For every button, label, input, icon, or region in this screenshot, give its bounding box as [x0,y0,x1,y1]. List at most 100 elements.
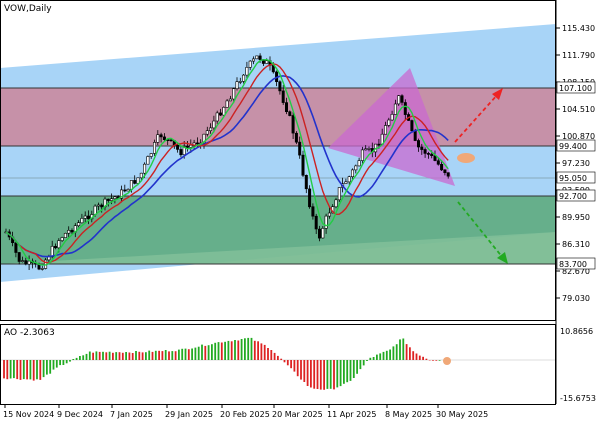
candle-body [232,88,236,100]
resistance-zone [0,88,556,146]
price-tick-label: 111.790 [562,51,595,60]
candle-body [281,90,285,103]
candle-body [80,218,84,224]
channel-overlap [0,232,556,264]
ma-mid-line [5,63,449,264]
candle-body [186,146,190,148]
candle-body [123,189,127,192]
candle-body [258,55,262,60]
candle-body [129,180,133,190]
price-tick-label: 100.870 [562,132,595,141]
candle-body [314,215,318,230]
time-tick-label: 8 May 2025 [385,410,432,419]
candle-body [416,140,420,148]
candle-body [110,198,114,201]
candle-body [139,172,143,179]
candle-body [364,148,368,151]
candle-body [288,111,292,116]
candle-body [350,169,354,177]
candle-body [311,206,315,217]
candle-body [242,74,246,82]
candle-body [255,55,259,60]
candle-body [413,130,417,141]
level-tag-label: 95.050 [559,174,587,183]
candle-body [383,125,387,135]
candle-body [430,153,434,157]
candle-body [357,160,361,167]
candle-body [324,215,328,229]
ao-panel-bg [0,324,556,404]
arrow-down [457,201,508,264]
candle-body [133,180,137,184]
candle-body [443,169,447,174]
candle-body [202,133,206,144]
ao-tick-label: -15.6753 [560,394,596,403]
candle-body [248,60,252,68]
ao-marker [443,357,451,365]
candle-body [271,65,275,73]
candle-body [397,95,401,105]
candle-body [83,215,87,219]
candle-body [195,142,199,145]
candle-body [321,228,325,239]
candle-body [278,81,282,92]
time-tick-label: 20 Mar 2025 [272,410,323,419]
ma-fast-line [5,58,449,266]
time-axis: 15 Nov 2024 9 Dec 2024 7 Jan 2025 29 Jan 20… [3,404,488,419]
ao-tick-label: 10.8656 [560,327,593,336]
price-tick-label: 79.030 [562,294,590,303]
candle-body [169,139,173,142]
candle-body [222,107,226,116]
price-tick-label: 104.510 [562,105,595,114]
candle-body [212,120,216,129]
candle-body [347,176,351,183]
candle-body [100,204,104,208]
candle-body [440,164,444,171]
candle-body [410,120,414,132]
price-tick-label: 89.950 [562,213,590,222]
candle-body [225,100,229,108]
time-tick-label: 11 Apr 2025 [327,410,376,419]
ao-histogram [3,337,441,390]
candle-body [60,237,64,241]
candle-body [423,149,427,154]
candle-body [334,199,338,208]
chart-title: VOW,Daily [4,4,52,14]
price-tick-label: 115.430 [562,24,595,33]
candle-body [436,160,440,165]
candle-body [327,212,331,217]
candle-body [126,189,130,192]
candle-body [182,146,186,155]
time-tick-label: 15 Nov 2024 [3,410,54,419]
candle-body [179,149,183,156]
candle-body [153,142,157,154]
candle-body [265,60,269,64]
time-tick-label: 20 Feb 2025 [220,410,270,419]
level-tag-label: 92.700 [559,192,587,201]
candle-body [57,240,61,249]
candle-body [209,127,213,132]
level-tag-label: 83.700 [559,260,587,269]
candle-body [63,233,67,238]
candle-body [298,141,302,156]
level-tags: 107.100 99.400 95.050 92.700 83.700 [556,81,596,270]
candle-body [426,153,430,155]
candle-body [70,230,74,233]
candle-body [393,103,397,115]
candle-body [360,149,364,161]
candle-body [284,102,288,112]
candle-body [96,204,100,207]
level-tag-label: 99.400 [559,142,587,151]
candle-body [367,148,371,150]
candle-body [113,196,117,200]
candle-body [106,198,110,201]
candle-body [294,132,298,143]
candle-body [304,175,308,190]
candle-body [433,155,437,161]
price-marker [457,153,475,163]
candle-body [308,188,312,208]
candle-body [215,112,219,122]
candle-body [387,119,391,126]
